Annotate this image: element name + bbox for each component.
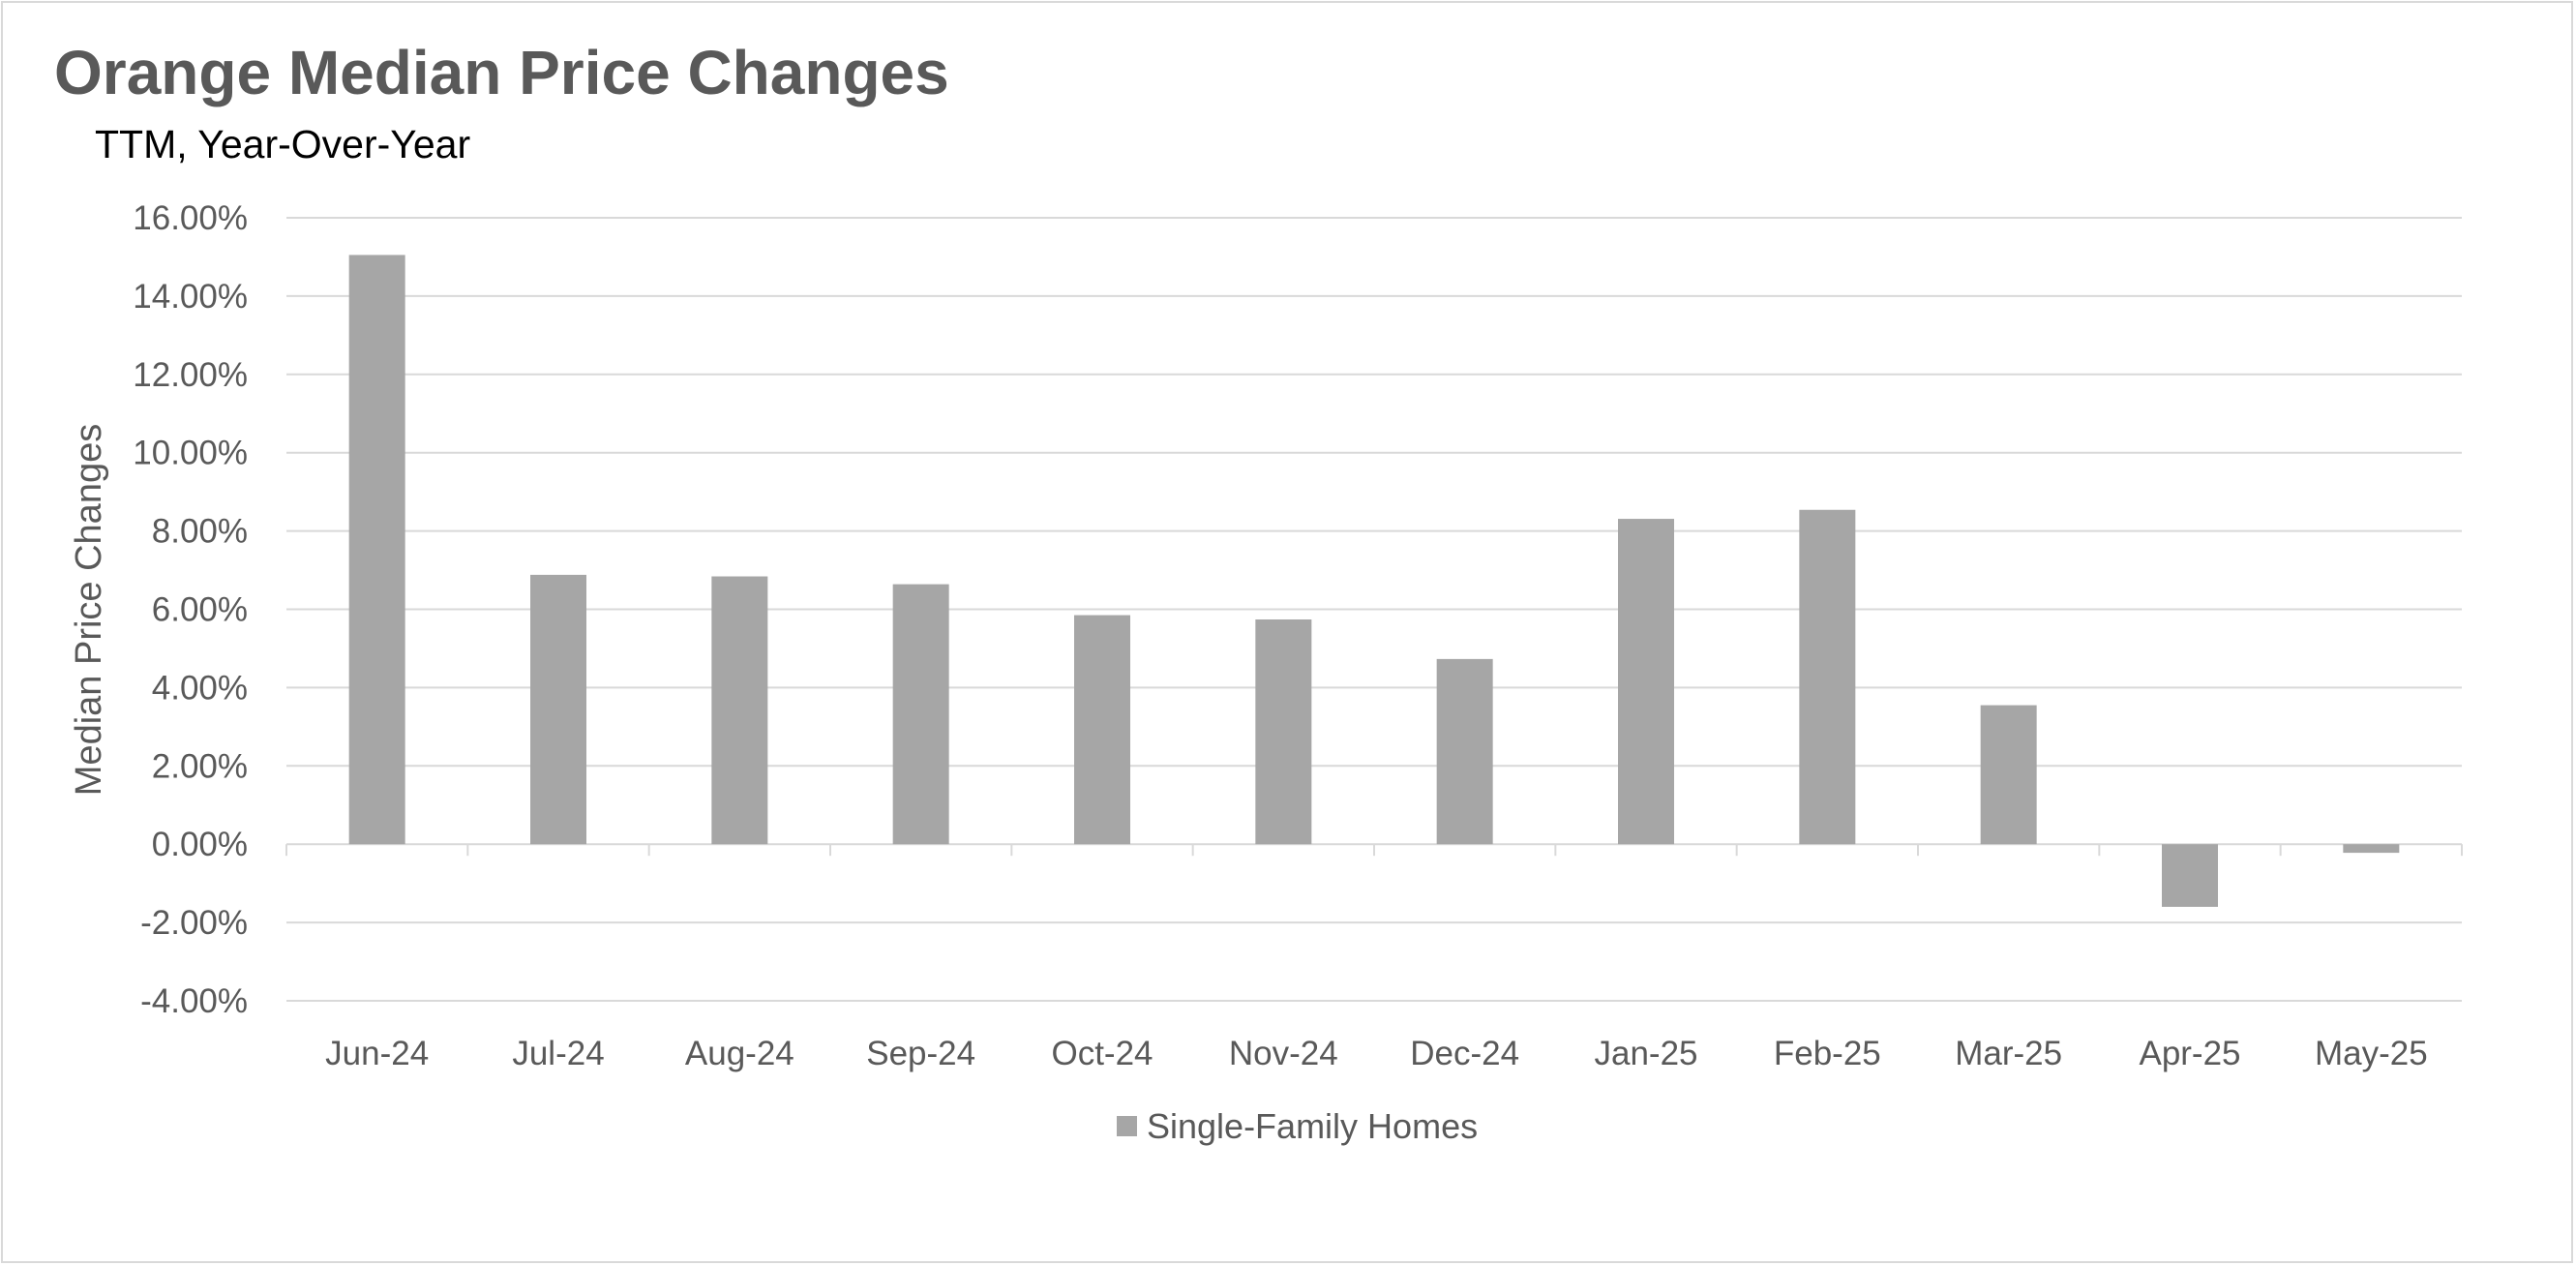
bar <box>1618 519 1674 845</box>
y-tick-label: 6.00% <box>152 591 248 629</box>
y-tick-label: 2.00% <box>152 747 248 785</box>
y-tick-label: 12.00% <box>133 356 248 394</box>
x-axis-ticks: Jun-24 Jul-24 Aug-24 Sep-24 Oct-24 Nov-24 Dec-… <box>325 1035 2428 1072</box>
y-axis-ticks: -4.00% -2.00% 0.00% 2.00% 4.00% 6.00% 8.00% 10.… <box>133 199 248 1020</box>
bar <box>1799 509 1856 845</box>
x-tick-label: Feb-25 <box>1774 1035 1881 1072</box>
y-tick-label: -2.00% <box>140 904 248 942</box>
legend-swatch <box>1117 1116 1137 1136</box>
y-tick-label: 8.00% <box>152 513 248 551</box>
bar <box>530 574 586 845</box>
bars <box>348 255 2400 907</box>
x-tick-label: Jan-25 <box>1594 1035 1697 1072</box>
y-tick-label: 0.00% <box>152 826 248 863</box>
bar <box>1436 658 1493 845</box>
legend: Single-Family Homes <box>1117 1106 1478 1146</box>
chart-subtitle: TTM, Year-Over-Year <box>95 122 471 166</box>
x-tick-label: Mar-25 <box>1955 1035 2062 1072</box>
bar <box>1074 615 1130 845</box>
x-tick-label: Oct-24 <box>1051 1035 1153 1072</box>
x-tick-label: Jun-24 <box>325 1035 429 1072</box>
x-tick-label: Jul-24 <box>512 1035 604 1072</box>
x-tick-label: May-25 <box>2315 1035 2428 1072</box>
legend-label: Single-Family Homes <box>1147 1106 1478 1146</box>
x-tick-label: Dec-24 <box>1410 1035 1519 1072</box>
bar <box>1255 619 1312 845</box>
x-tick-label: Aug-24 <box>685 1035 794 1072</box>
y-tick-label: -4.00% <box>140 982 248 1020</box>
bar <box>1980 705 2037 845</box>
y-tick-label: 14.00% <box>133 278 248 316</box>
y-tick-label: 4.00% <box>152 669 248 707</box>
bar <box>348 255 405 845</box>
y-tick-label: 10.00% <box>133 435 248 472</box>
x-tick-label: Nov-24 <box>1229 1035 1338 1072</box>
chart-title: Orange Median Price Changes <box>54 38 949 107</box>
bar <box>892 584 949 845</box>
bar <box>711 576 768 845</box>
y-axis-title: Median Price Changes <box>69 424 109 796</box>
gridlines <box>286 217 2462 1002</box>
x-tick-label: Apr-25 <box>2139 1035 2240 1072</box>
bar <box>2162 844 2218 907</box>
x-axis <box>285 843 2463 857</box>
x-tick-label: Sep-24 <box>866 1035 975 1072</box>
bar <box>2343 844 2400 854</box>
y-tick-label: 16.00% <box>133 199 248 237</box>
